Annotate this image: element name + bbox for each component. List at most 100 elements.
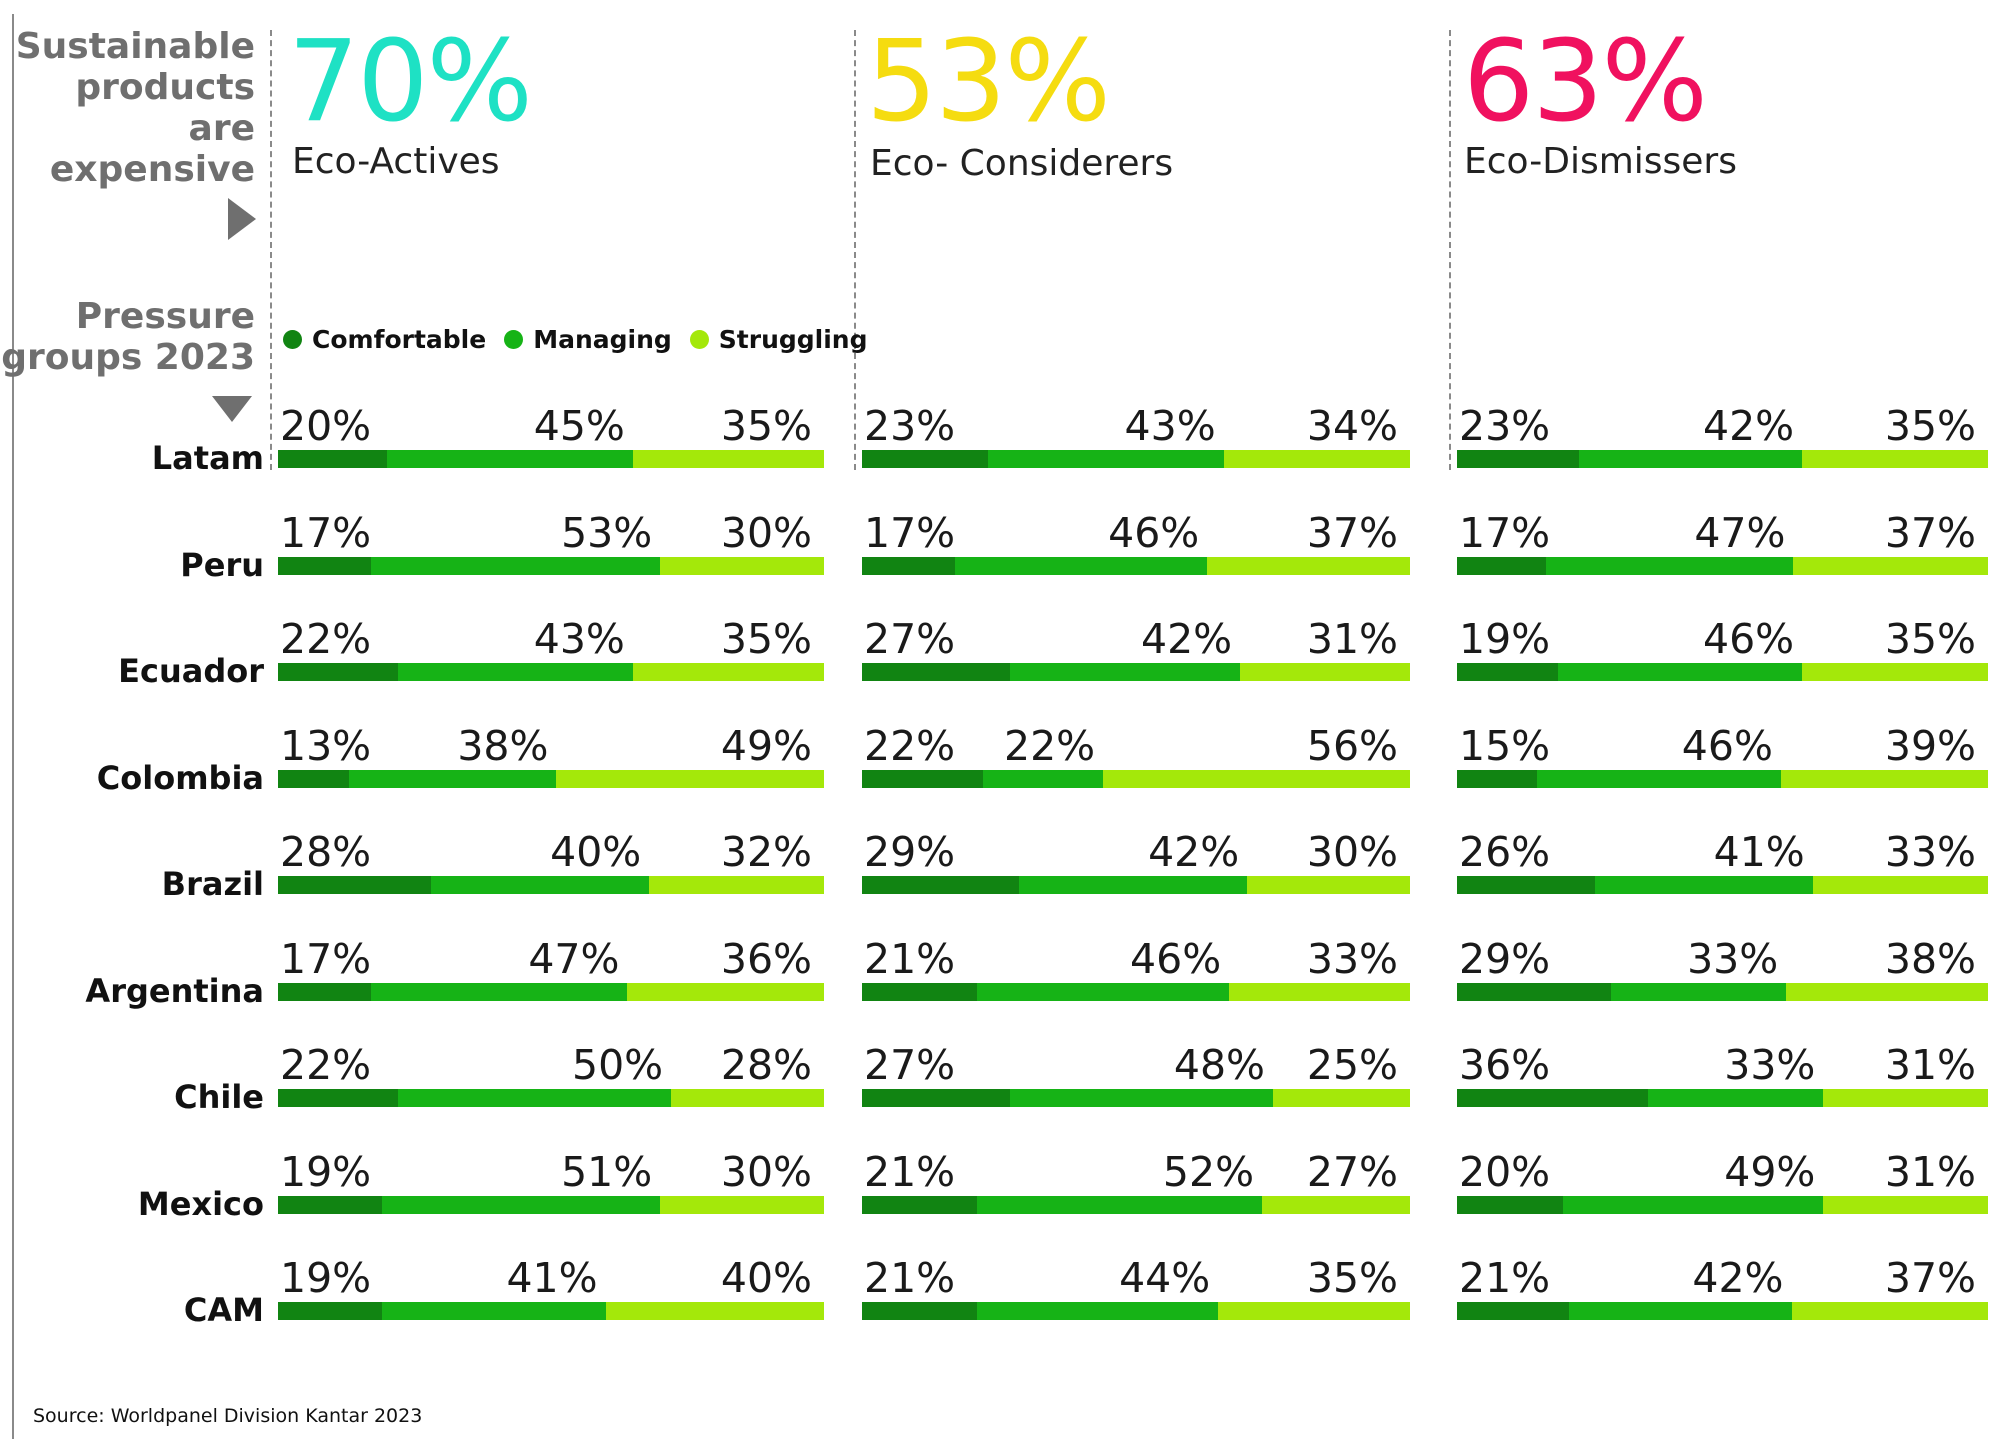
value-labels: 19% 51% 30% [278,1146,824,1198]
bar-segment-managing [1546,556,1794,575]
bar-row-brazil: 28% 40% 32% [278,826,824,936]
stacked-bar [278,769,824,788]
bar-segment-comfortable [1457,876,1596,894]
value-label-managing: 52% [1162,1147,1255,1196]
bar-segment-comfortable [862,556,956,575]
bar-row-chile: 36% 33% 31% [1457,1039,1988,1149]
value-label-comfortable: 26% [1459,828,1551,876]
eco-actives-label: Eco-Actives [292,141,500,182]
value-labels: 22% 22% 56% [862,720,1410,772]
value-label-struggling: 30% [720,508,812,557]
legend-label: Managing [533,324,672,354]
value-labels: 27% 48% 25% [862,1039,1410,1091]
value-labels: 29% 42% 30% [862,826,1410,878]
value-label-managing: 53% [561,508,653,557]
value-labels: 21% 42% 37% [1457,1252,1988,1304]
value-label-comfortable: 22% [280,615,372,663]
value-label-managing: 46% [1108,508,1200,557]
bar-segment-comfortable [1457,663,1558,681]
value-labels: 22% 43% 35% [278,613,824,665]
bar-segment-comfortable [278,1089,399,1107]
bar-segment-comfortable [862,1089,1010,1107]
value-labels: 21% 44% 35% [862,1252,1410,1304]
bar-row-argentina: 21% 46% 33% [862,933,1410,1043]
bar-segment-struggling [632,450,824,468]
value-label-comfortable: 20% [280,402,372,450]
value-label-comfortable: 19% [1459,615,1551,663]
stacked-bar [1457,1195,1988,1214]
bar-segment-struggling [1272,1089,1410,1107]
value-label-managing: 33% [1724,1041,1816,1089]
value-label-comfortable: 29% [1459,934,1551,983]
bar-segment-comfortable [862,769,983,788]
bar-segment-managing [398,1089,672,1107]
side-heading-line: expensive [49,149,255,190]
bar-row-colombia: 15% 46% 39% [1457,720,1988,830]
eco-dismissers-headline: 63% [1463,17,1708,147]
bar-segment-comfortable [278,982,371,1001]
bar-segment-struggling [1793,556,1988,575]
value-label-comfortable: 27% [864,615,956,663]
bar-segment-struggling [1207,556,1410,575]
value-label-struggling: 31% [1884,1147,1976,1196]
bar-row-ecuador: 19% 46% 35% [1457,613,1988,723]
bar-segment-struggling [1262,1195,1410,1214]
value-label-struggling: 32% [720,828,812,876]
value-label-struggling: 37% [1306,508,1398,557]
bar-segment-struggling [1791,1302,1988,1320]
bar-segment-managing [1568,1302,1792,1320]
value-label-comfortable: 17% [1459,508,1551,557]
value-label-managing: 22% [1003,721,1096,770]
stacked-bar [862,769,1410,788]
value-labels: 21% 46% 33% [862,933,1410,985]
value-label-struggling: 27% [1306,1147,1398,1196]
row-label-colombia: Colombia [96,758,264,797]
legend-label: Comfortable [312,324,487,354]
value-label-struggling: 49% [720,721,812,770]
bar-segment-struggling [632,663,824,681]
bar-row-latam: 23% 42% 35% [1457,400,1988,510]
bar-segment-comfortable [1457,769,1537,788]
row-label-mexico: Mexico [137,1184,264,1223]
bar-segment-managing [977,1302,1219,1320]
value-label-managing: 45% [533,402,625,450]
value-label-comfortable: 21% [864,1147,956,1196]
value-labels: 20% 45% 35% [278,400,824,452]
bar-segment-comfortable [1457,1302,1569,1320]
value-label-struggling: 40% [720,1254,812,1302]
value-label-managing: 50% [571,1041,664,1089]
bar-row-mexico: 21% 52% 27% [862,1146,1410,1256]
panel-divider [1449,30,1451,470]
value-label-comfortable: 36% [1459,1041,1551,1089]
value-label-struggling: 38% [1884,934,1976,983]
bar-row-argentina: 29% 33% 38% [1457,933,1988,1043]
value-label-struggling: 34% [1306,402,1398,450]
legend: Comfortable Managing Struggling [283,322,886,356]
value-label-comfortable: 29% [864,828,956,876]
bar-segment-struggling [671,1089,824,1107]
value-label-struggling: 30% [1306,828,1398,876]
value-label-managing: 43% [1124,402,1216,450]
value-labels: 27% 42% 31% [862,613,1410,665]
bar-segment-comfortable [1457,1195,1564,1214]
bar-row-peru: 17% 46% 37% [862,507,1410,617]
legend-dot-managing [504,329,524,349]
value-label-managing: 42% [1140,615,1233,663]
value-label-struggling: 35% [1884,402,1976,450]
stacked-bar [278,556,824,575]
value-label-comfortable: 15% [1459,721,1551,770]
value-labels: 17% 53% 30% [278,507,824,559]
value-label-struggling: 31% [1884,1041,1976,1089]
stacked-bar [1457,1302,1988,1320]
bar-row-colombia: 13% 38% 49% [278,720,824,830]
bar-segment-struggling [556,769,824,788]
value-label-struggling: 35% [1306,1254,1398,1302]
eco-dismissers-label: Eco-Dismissers [1464,141,1737,182]
bar-segment-managing [1009,663,1241,681]
value-label-comfortable: 23% [864,402,956,450]
bar-segment-struggling [1780,769,1988,788]
value-label-comfortable: 17% [280,934,372,983]
value-labels: 19% 41% 40% [278,1252,824,1304]
bar-segment-struggling [1823,1089,1988,1107]
value-label-managing: 41% [506,1254,598,1302]
